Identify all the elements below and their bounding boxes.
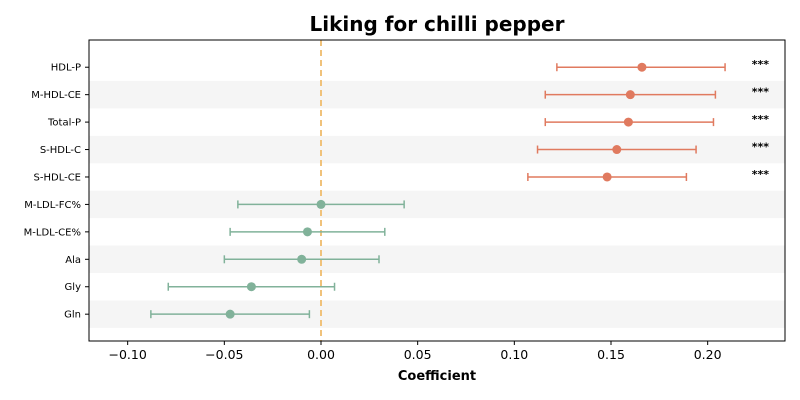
y-tick-label: S-HDL-C	[40, 145, 81, 156]
estimate-point	[612, 145, 622, 155]
plot-frame	[88, 39, 786, 342]
y-tick-label: Gln	[64, 310, 81, 321]
y-tick-label: S-HDL-CE	[34, 172, 81, 183]
x-tick-label: 0.10	[500, 347, 528, 362]
estimate-point	[246, 282, 256, 292]
estimate-point	[297, 254, 307, 264]
significance-label: ***	[752, 168, 770, 181]
chart-title: Liking for chilli pepper	[310, 12, 565, 36]
x-tick-label: 0.20	[694, 347, 722, 362]
row-bands	[89, 80, 785, 328]
significance-label: ***	[752, 113, 770, 126]
x-tick-label: −0.05	[205, 347, 243, 362]
estimate-point	[623, 117, 633, 127]
x-tick-label: 0.15	[597, 347, 625, 362]
estimate-point	[637, 62, 647, 72]
x-tick-label: −0.10	[109, 347, 147, 362]
x-axis: −0.10 −0.05 0.00 0.05 0.10 0.15 0.20	[109, 341, 722, 362]
significance-label: ***	[752, 86, 770, 99]
row-band	[89, 190, 785, 219]
estimate-point	[625, 90, 635, 100]
y-tick-label: Total-P	[47, 118, 81, 129]
y-tick-label: HDL-P	[51, 63, 81, 74]
x-tick-label: 0.00	[307, 347, 335, 362]
estimate-point	[602, 172, 612, 182]
estimate-point	[302, 227, 312, 237]
estimate-point	[225, 309, 235, 319]
significance-label: ***	[752, 141, 770, 154]
y-tick-label: M-LDL-CE%	[24, 227, 81, 238]
y-tick-label: M-HDL-CE	[31, 90, 81, 101]
estimate-point	[316, 199, 326, 209]
data-marks: *** *** *** *** ***	[150, 58, 770, 319]
row-band	[89, 245, 785, 274]
x-tick-label: 0.05	[404, 347, 432, 362]
y-tick-label: M-LDL-FC%	[24, 200, 81, 211]
x-axis-label: Coefficient	[398, 369, 476, 384]
y-tick-label: Ala	[65, 255, 81, 266]
significance-label: ***	[752, 58, 770, 71]
y-tick-label: Gly	[65, 282, 82, 293]
y-axis: HDL-P M-HDL-CE Total-P S-HDL-C S-HDL-CE M-LDL…	[24, 63, 89, 321]
